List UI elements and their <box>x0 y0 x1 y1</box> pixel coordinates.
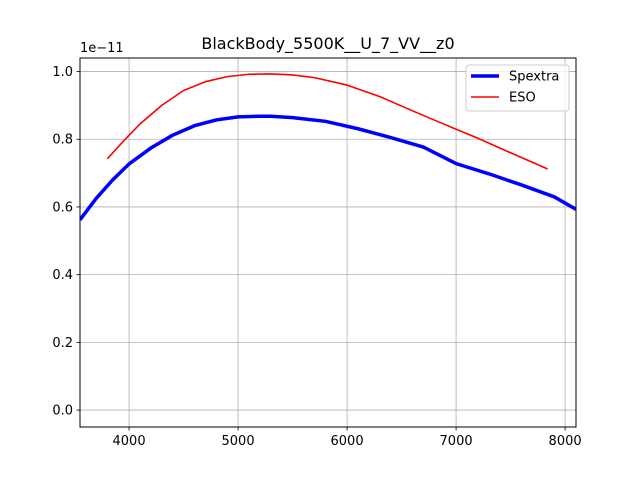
y-tick-label: 1.0 <box>52 65 73 80</box>
x-axis: 4000 5000 6000 7000 8000 <box>113 427 582 449</box>
x-tick-label: 8000 <box>549 434 582 449</box>
x-tick-label: 4000 <box>113 434 146 449</box>
x-tick-label: 7000 <box>440 434 473 449</box>
x-tick-label: 6000 <box>331 434 364 449</box>
series-layer <box>80 73 576 221</box>
y-offset-label: 1e−11 <box>80 41 124 56</box>
y-axis: 0.0 0.2 0.4 0.6 0.8 1.0 <box>52 65 80 419</box>
x-tick-label: 5000 <box>222 434 255 449</box>
chart-title: BlackBody_5500K__U_7_VV__z0 <box>201 34 454 54</box>
legend-label-eso: ESO <box>509 91 536 106</box>
y-tick-label: 0.8 <box>52 133 73 148</box>
y-tick-label: 0.6 <box>52 200 73 215</box>
y-tick-label: 0.4 <box>52 268 73 283</box>
legend: Spextra ESO <box>465 64 570 112</box>
plot-frame <box>79 57 577 428</box>
series-line-eso <box>106 73 548 170</box>
y-tick-label: 0.2 <box>52 336 73 351</box>
legend-label-spextra: Spextra <box>509 70 559 85</box>
series-line-spextra <box>80 114 576 221</box>
y-tick-label: 0.0 <box>52 404 73 419</box>
